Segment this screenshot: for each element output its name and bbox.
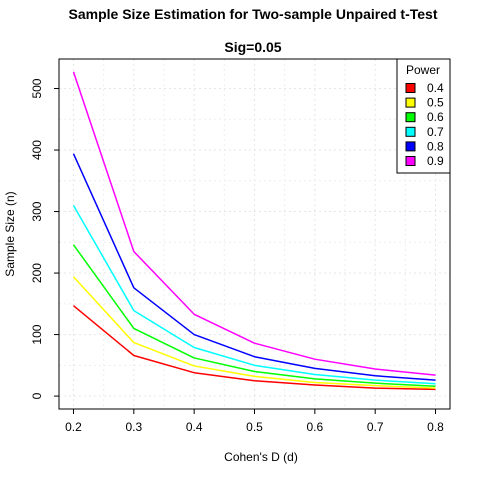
x-tick-label: 0.4: [186, 420, 203, 434]
y-tick-label: 400: [30, 140, 44, 160]
legend-swatch-0.4: [405, 83, 416, 93]
legend-items: 0.40.50.60.70.80.9: [405, 81, 444, 168]
series-line-power-0.8: [72, 153, 436, 381]
legend-swatch-0.8: [405, 141, 416, 152]
series-lines: [72, 71, 436, 391]
legend-title: Power: [406, 63, 440, 77]
x-tick-label: 0.6: [306, 420, 323, 434]
x-tick-label: 0.3: [125, 420, 142, 434]
legend-label-0.5: 0.5: [427, 96, 444, 110]
legend-label-0.4: 0.4: [427, 81, 444, 95]
legend-label-0.7: 0.7: [427, 125, 444, 139]
legend-label-0.8: 0.8: [427, 139, 444, 153]
series-line-power-0.7: [72, 205, 436, 385]
x-tick-label: 0.2: [65, 420, 82, 434]
y-tick-label: 0: [30, 392, 44, 399]
x-tick-label: 0.7: [367, 420, 384, 434]
y-tick-label: 100: [30, 324, 44, 344]
chart-subtitle: Sig=0.05: [224, 39, 281, 55]
x-axis: 0.2 0.3 0.4 0.5 0.6 0.7 0.8: [65, 409, 444, 434]
legend-swatch-0.9: [405, 156, 416, 166]
x-axis-label: Cohen's D (d): [224, 450, 298, 464]
grid-lines: [59, 59, 450, 409]
y-tick-label: 200: [30, 263, 44, 283]
series-line-power-0.6: [72, 244, 436, 387]
x-tick-label: 0.8: [427, 420, 444, 434]
x-tick-label: 0.5: [246, 420, 263, 434]
series-line-power-0.4: [73, 305, 436, 391]
legend-swatch-0.5: [405, 97, 416, 108]
y-tick-label: 500: [30, 78, 44, 98]
legend-label-0.9: 0.9: [427, 154, 444, 168]
y-axis: 0 100 200 300 400 500: [30, 78, 59, 399]
series-line-power-0.5: [72, 276, 436, 389]
chart-title: Sample Size Estimation for Two-sample Un…: [69, 6, 438, 22]
y-axis-label: Sample Size (n): [3, 191, 17, 276]
legend-label-0.6: 0.6: [427, 110, 444, 124]
legend: Power 0.40.50.60.70.80.9: [396, 58, 451, 174]
legend-swatch-0.6: [405, 112, 416, 123]
series-line-power-0.9: [72, 71, 436, 376]
y-tick-label: 300: [30, 201, 44, 221]
legend-swatch-0.7: [405, 126, 416, 137]
